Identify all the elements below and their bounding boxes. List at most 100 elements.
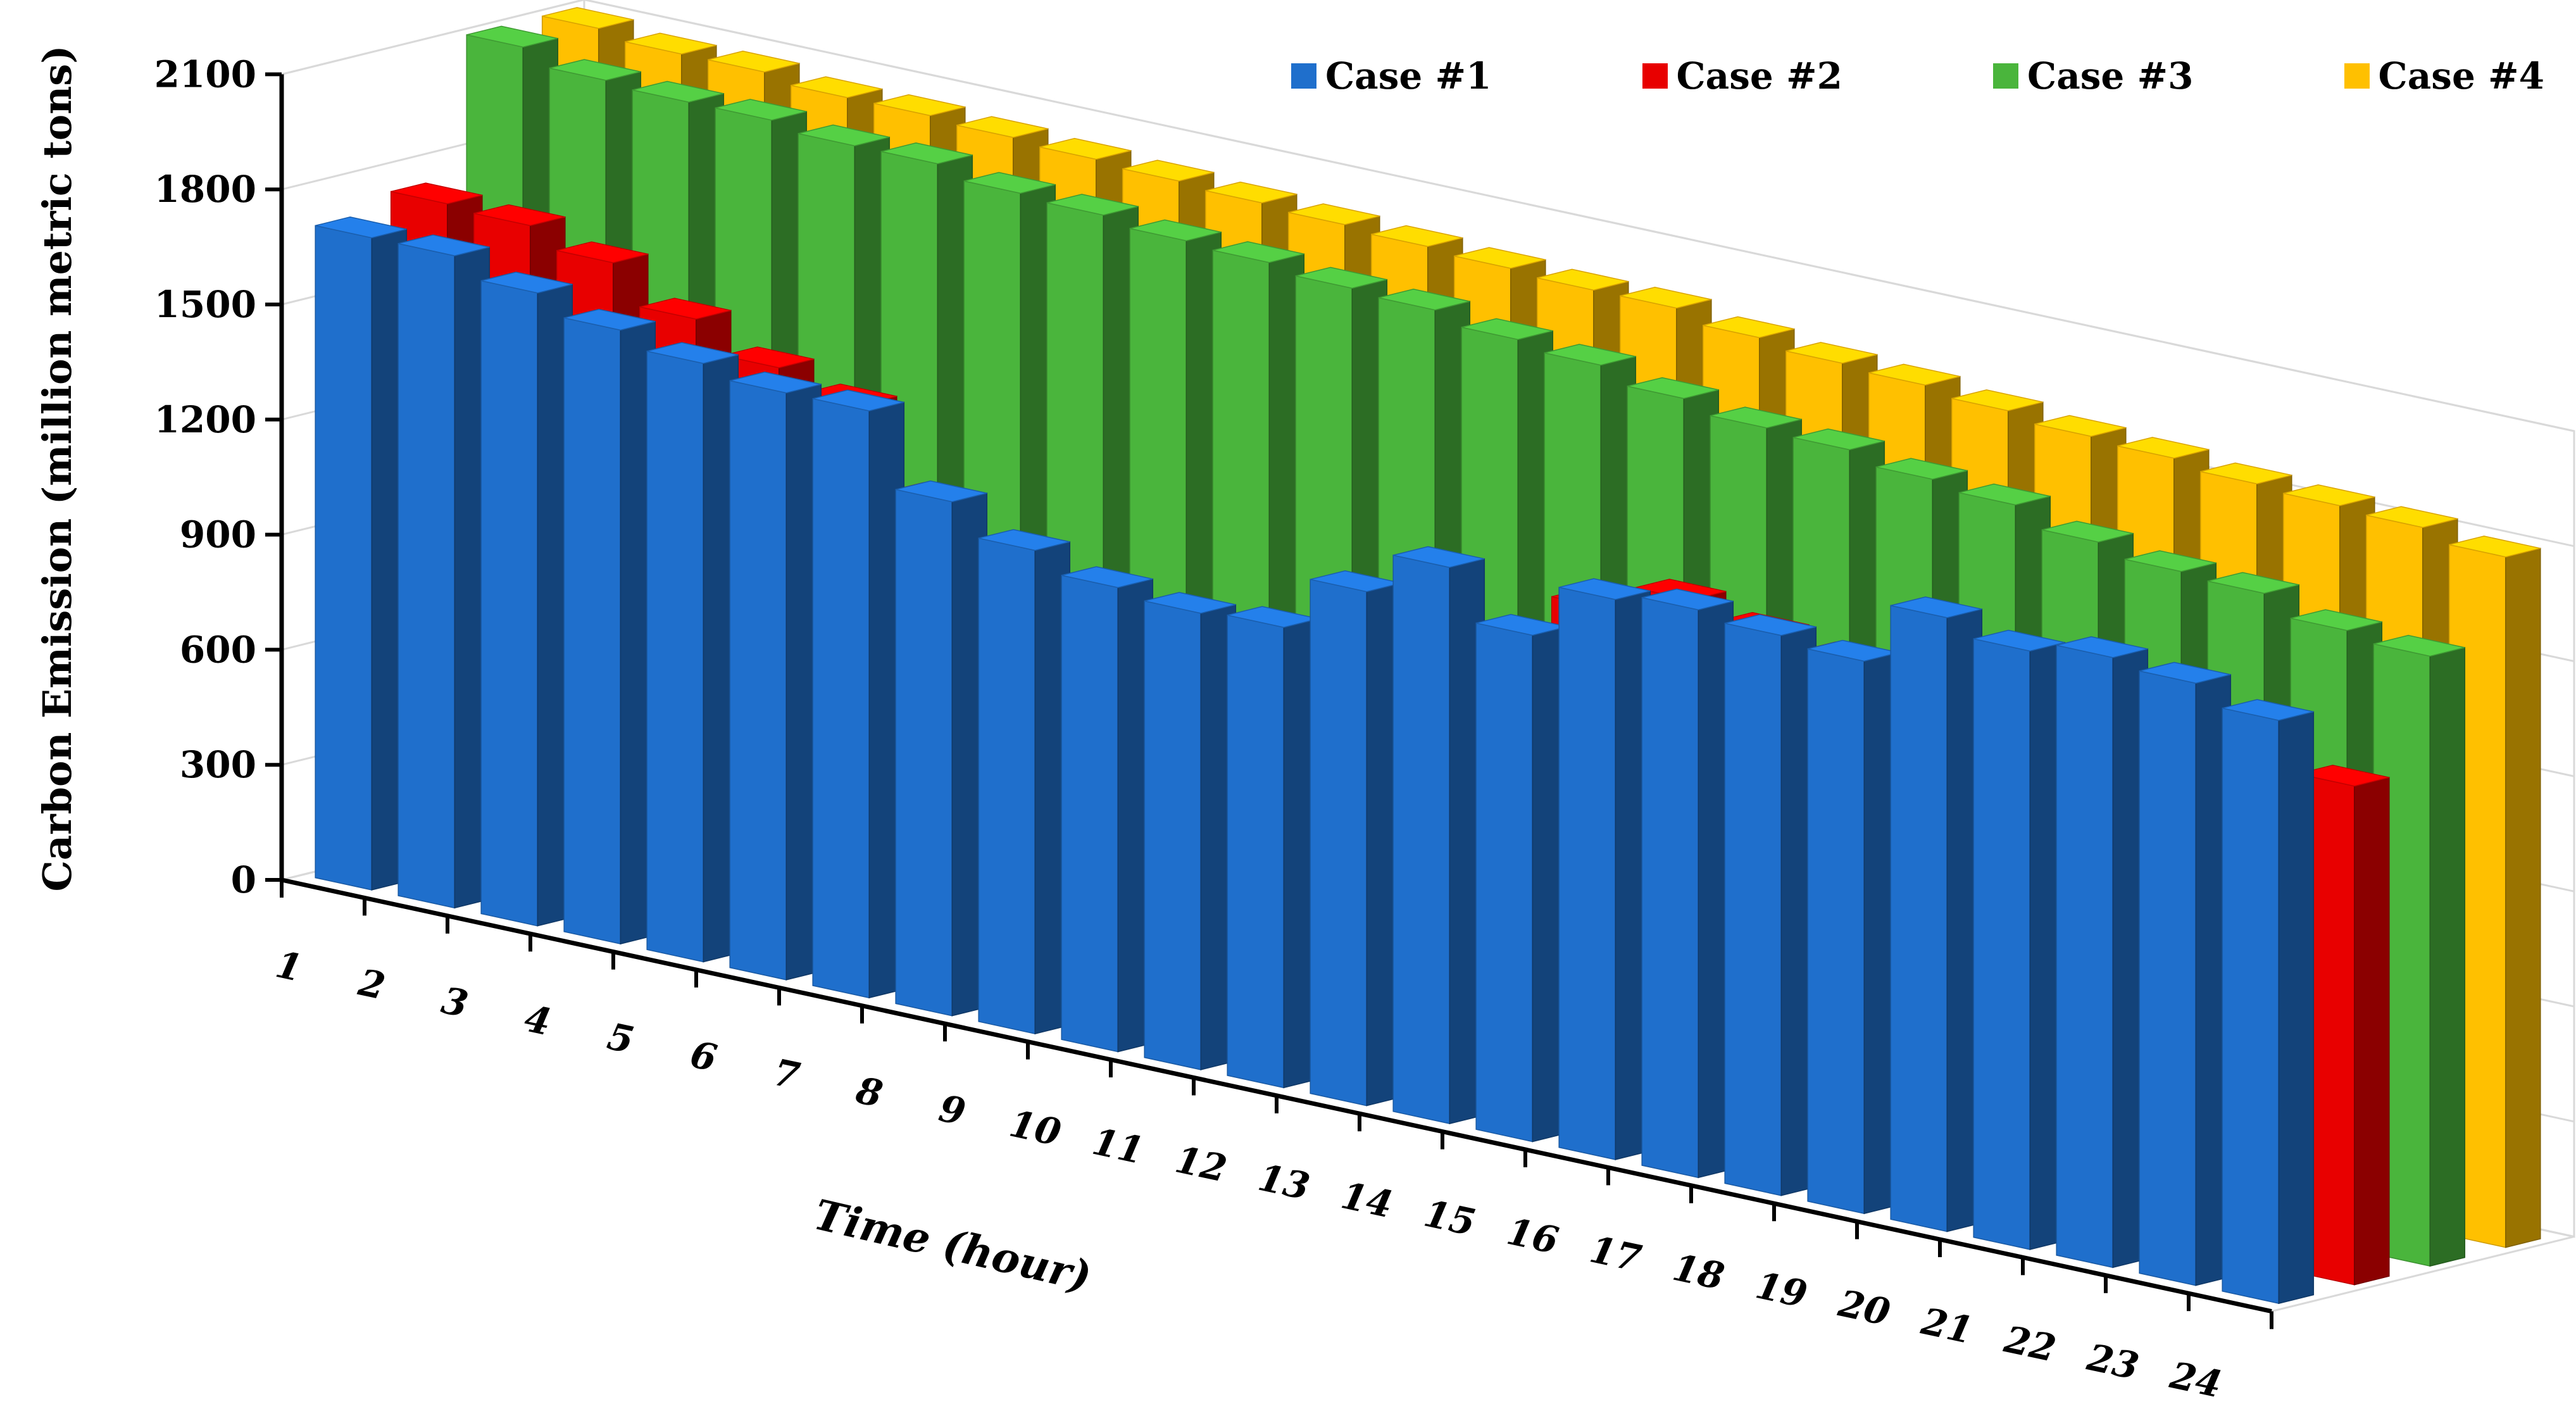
x-tick-label: 9 (935, 1086, 970, 1134)
bar-top-face (896, 480, 987, 503)
bar-side-face (2429, 647, 2466, 1267)
bar-top-face (1559, 578, 1651, 600)
bar-top-face (632, 80, 724, 103)
bar-top-face (2449, 536, 2541, 558)
bar-front-face (2139, 670, 2197, 1286)
bar-case1-24 (2222, 699, 2315, 1305)
chart-bars (315, 7, 2541, 1305)
legend-swatch-case-3 (1993, 63, 2019, 89)
bar-top-face (2222, 699, 2314, 721)
bar-front-face (1807, 648, 1865, 1215)
bar-case1-21 (1973, 629, 2066, 1250)
bar-top-face (1703, 316, 1794, 339)
bar-top-face (2117, 437, 2209, 459)
bar-top-face (1793, 428, 1885, 451)
bar-top-face (2208, 572, 2299, 594)
bar-top-face (549, 59, 641, 81)
bar-top-face (1122, 160, 1214, 182)
bar-top-face (798, 124, 890, 147)
bar-top-face (708, 51, 799, 73)
bar-case1-12 (1227, 606, 1320, 1089)
bar-front-face (729, 380, 787, 981)
bar-case1-19 (1807, 639, 1900, 1215)
bar-front-face (1724, 622, 1782, 1196)
bar-case1-2 (397, 234, 491, 909)
legend-item-case-4: Case #4 (2344, 54, 2544, 97)
bar-top-face (466, 25, 558, 48)
bar-top-face (2125, 550, 2216, 572)
bar-top-face (881, 142, 973, 165)
bar-top-face (1205, 181, 1297, 204)
bar-top-face (1891, 596, 1982, 618)
bar-side-face (2278, 711, 2315, 1305)
bar-top-face (1047, 194, 1139, 216)
legend-item-case-2: Case #2 (1642, 54, 1842, 97)
bar-side-face (2505, 548, 2541, 1248)
x-tick-label: 14 (1337, 1174, 1396, 1226)
bar-front-face (397, 242, 456, 909)
y-tick-label: 300 (180, 743, 256, 786)
x-tick-label: 19 (1752, 1263, 1811, 1316)
bar-top-face (2139, 661, 2231, 684)
y-tick-label: 1200 (154, 398, 256, 441)
bar-front-face (480, 280, 539, 927)
bar-top-face (1296, 266, 1387, 289)
x-tick-label: 1 (272, 943, 306, 990)
bar-case1-10 (1061, 566, 1154, 1053)
bar-top-face (1876, 458, 1968, 480)
y-tick-label: 600 (180, 628, 256, 671)
x-tick-label: 2 (354, 960, 389, 1008)
x-tick-label: 17 (1586, 1227, 1645, 1280)
bar-top-face (1951, 389, 2043, 411)
x-tick-label: 22 (2000, 1317, 2060, 1370)
bar-top-face (1620, 287, 1711, 309)
bar-case1-23 (2139, 661, 2232, 1286)
bar-front-face (1475, 622, 1534, 1143)
legend-label-case-1: Case #1 (1325, 54, 1492, 97)
bar-top-face (1371, 225, 1463, 248)
y-tick-label: 900 (180, 513, 256, 556)
bar-top-face (715, 99, 807, 121)
bar-top-face (2200, 462, 2292, 485)
bar-front-face (1144, 600, 1202, 1070)
bar-top-face (639, 298, 731, 320)
bar-top-face (956, 116, 1048, 138)
bar-front-face (1310, 579, 1368, 1106)
legend-item-case-1: Case #1 (1291, 54, 1491, 97)
bar-front-face (1558, 586, 1616, 1160)
x-tick-label: 10 (1006, 1102, 1065, 1155)
bar-front-face (1061, 574, 1119, 1053)
bar-top-face (542, 7, 634, 29)
legend-label-case-3: Case #3 (2027, 54, 2194, 97)
bar-top-face (873, 94, 965, 116)
bar-top-face (473, 204, 565, 227)
bar-top-face (556, 241, 648, 263)
bar-case1-13 (1310, 570, 1403, 1106)
bar-front-face (1890, 605, 1948, 1232)
bar-top-face (1288, 203, 1380, 225)
bar-case1-20 (1890, 596, 1983, 1232)
bar-top-face (722, 346, 814, 368)
bar-case1-8 (895, 480, 988, 1017)
bar-top-face (1379, 289, 1470, 311)
bar-top-face (1144, 592, 1236, 614)
x-tick-label: 4 (521, 996, 555, 1044)
bar-top-face (1213, 241, 1304, 263)
x-tick-label: 7 (770, 1051, 804, 1098)
legend-item-case-3: Case #3 (1993, 54, 2193, 97)
bar-top-face (647, 342, 739, 364)
x-tick-label: 18 (1669, 1246, 1728, 1298)
legend: Case #1 Case #2 Case #3 Case #4 (1291, 54, 2544, 97)
bar-case1-3 (480, 272, 573, 927)
x-tick-label: 8 (852, 1069, 887, 1116)
bar-case1-15 (1475, 613, 1568, 1143)
x-tick-label: 15 (1420, 1192, 1479, 1244)
bar-top-face (813, 389, 904, 411)
bar-case1-4 (563, 308, 656, 945)
bar-top-face (791, 76, 882, 98)
bar-case1-11 (1144, 592, 1237, 1070)
bar-top-face (625, 32, 716, 55)
bar-front-face (978, 537, 1036, 1035)
x-tick-label: 3 (438, 979, 472, 1026)
